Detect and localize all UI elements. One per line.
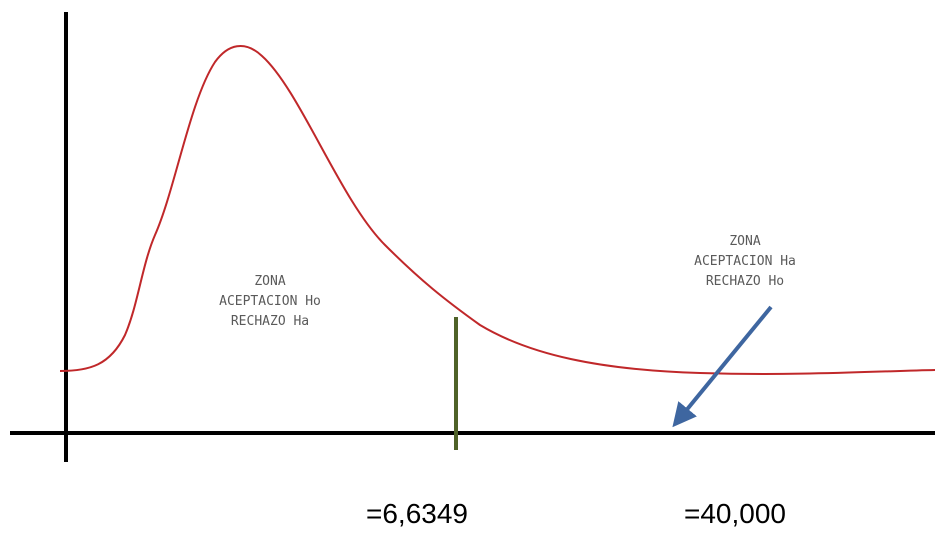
critical-value-label: =6,6349	[366, 498, 468, 529]
zone-right-line3: RECHAZO Ho	[705, 274, 785, 289]
zone-left-line3: RECHAZO Ha	[230, 314, 310, 329]
zone-acceptance-ho-label: ZONA ACEPTACION Ho RECHAZO Ha	[180, 272, 360, 332]
distribution-curve	[59, 45, 935, 375]
zone-left-line2: ACEPTACION Ho	[219, 294, 321, 309]
zone-acceptance-ha-label: ZONA ACEPTACION Ha RECHAZO Ho	[645, 232, 845, 292]
zone-right-line1: ZONA	[729, 234, 761, 249]
zone-left-line1: ZONA	[254, 274, 286, 289]
arrow-to-statistic	[672, 305, 773, 428]
statistic-value-label: =40,000	[684, 498, 786, 529]
zone-right-line2: ACEPTACION Ha	[694, 254, 796, 269]
